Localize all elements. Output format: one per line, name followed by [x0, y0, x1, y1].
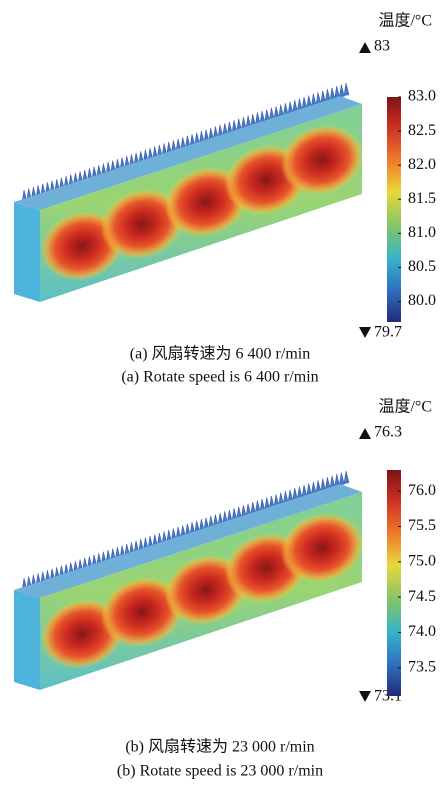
tick-label: 75.0: [408, 552, 436, 569]
min-marker: [359, 691, 371, 702]
colorbar: [387, 470, 401, 696]
caption-zh: (b) 风扇转速为 23 000 r/min: [125, 738, 314, 756]
colorbar-title: 温度/°C: [378, 398, 432, 416]
hot-spot: [280, 125, 362, 195]
panel: 温度/°C76.373.176.075.575.074.574.073.5(b)…: [14, 398, 436, 780]
side-face: [14, 590, 40, 690]
tick-label: 74.5: [408, 588, 436, 605]
panels: 温度/°C 83 79.7 83.0 82.5 82.0 81.5 81.0 80.5 80.0 (…: [14, 12, 436, 780]
tick-label: 75.5: [408, 517, 436, 534]
tick-label: 81.5: [408, 190, 436, 207]
max-label: 76.3: [374, 424, 402, 441]
min-label: 79.7: [374, 324, 402, 341]
caption-en: (a) Rotate speed is 6 400 r/min: [121, 369, 318, 386]
max-marker: [359, 428, 371, 439]
tick-label: 80.5: [408, 258, 436, 275]
tick-label: 82.0: [408, 156, 436, 173]
hot-spots: [40, 125, 362, 281]
heat-sink: [14, 470, 362, 690]
heat-sink: [14, 82, 362, 302]
side-face: [14, 202, 40, 302]
colorbar-title: 温度/°C: [378, 12, 432, 30]
hot-spot: [100, 577, 184, 647]
top-face: [14, 484, 362, 598]
tick-label: 81.0: [408, 224, 436, 241]
tick-label: 74.0: [408, 623, 436, 640]
caption-zh: (a) 风扇转速为 6 400 r/min: [130, 345, 310, 363]
top-face: [14, 96, 362, 210]
panel: 温度/°C 83 79.7 83.0 82.5 82.0 81.5 81.0 80.5 80.0 (…: [14, 12, 436, 386]
colorbar: [387, 97, 401, 322]
tick-label: 82.5: [408, 122, 436, 139]
tick-label: 73.5: [408, 658, 436, 675]
hot-spot: [280, 513, 362, 583]
tick-label: 80.0: [408, 292, 436, 309]
max-marker: [359, 42, 371, 53]
hot-spot: [100, 189, 184, 259]
hot-spots: [40, 513, 362, 669]
tick-label: 76.0: [408, 482, 436, 499]
max-label: 83: [374, 38, 390, 55]
min-marker: [359, 327, 371, 338]
tick-label: 83.0: [408, 88, 436, 105]
caption-en: (b) Rotate speed is 23 000 r/min: [117, 763, 323, 780]
